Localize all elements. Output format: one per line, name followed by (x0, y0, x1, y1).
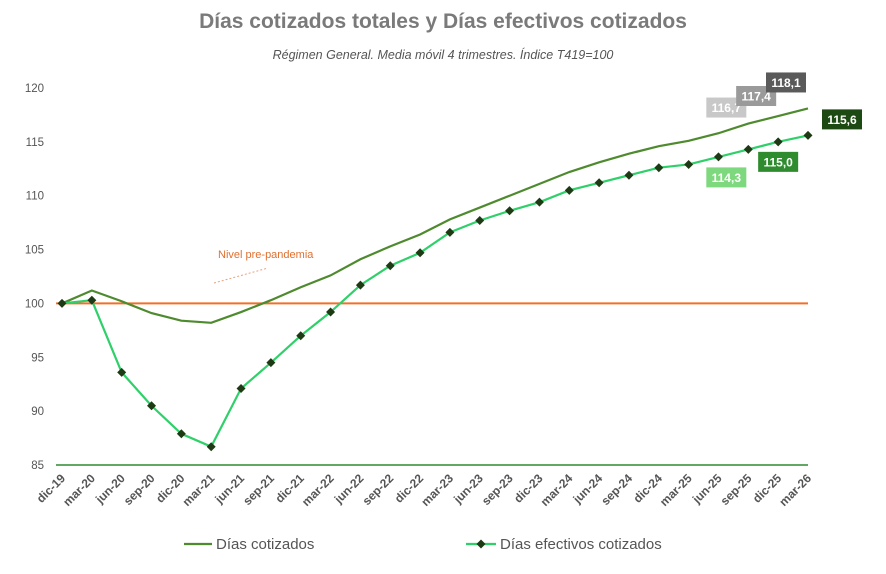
reference-line-label-pointer (213, 267, 269, 284)
data-label-box (822, 109, 862, 130)
y-tick-label: 115 (26, 137, 44, 149)
data-label-box (706, 167, 747, 188)
data-point-marker (147, 401, 157, 411)
x-tick-label: mar-24 (538, 471, 576, 509)
y-tick-label: 110 (26, 191, 44, 203)
data-point-marker (654, 163, 664, 173)
y-tick-label: 90 (31, 406, 44, 418)
data-label-box (766, 72, 806, 93)
series-group (57, 107, 813, 452)
x-tick-label: sep-20 (121, 471, 158, 508)
x-tick-label: sep-22 (360, 471, 397, 508)
x-tick-label: mar-26 (776, 471, 814, 509)
x-tick-label: mar-20 (60, 471, 98, 509)
data-label: 115,6 (827, 113, 857, 127)
reference-line-group: Nivel pre-pandemia (56, 249, 808, 305)
chart-title: Días cotizados totales y Días efectivos … (199, 10, 687, 33)
series-line-dias-efectivos (61, 134, 809, 449)
data-point-marker (445, 227, 455, 237)
legend-marker-diamond (476, 539, 486, 549)
y-tick-label: 105 (25, 245, 44, 257)
data-label: 118,1 (771, 76, 801, 90)
x-tick-label: jun-21 (212, 471, 248, 507)
x-tick-label: jun-25 (689, 471, 725, 507)
x-tick-label: jun-20 (92, 471, 128, 507)
y-tick-label: 100 (25, 298, 44, 310)
legend-label-dias-cotizados: Días cotizados (216, 536, 314, 553)
data-point-marker (713, 152, 723, 162)
data-point-marker (505, 206, 515, 216)
x-axis: dic-19mar-20jun-20sep-20dic-20mar-21jun-… (34, 471, 815, 509)
data-label: 114,3 (712, 171, 742, 185)
data-point-marker (773, 137, 783, 147)
data-label: 115,0 (763, 155, 793, 169)
y-tick-label: 95 (31, 352, 44, 364)
x-tick-label: sep-21 (240, 471, 277, 508)
data-point-marker (266, 358, 276, 368)
data-point-marker (355, 280, 365, 290)
data-point-marker (564, 185, 574, 195)
data-label: 117,4 (741, 90, 771, 104)
y-axis: 85 90 95 100 105 110 115 120 (25, 83, 808, 472)
x-tick-label: jun-22 (331, 471, 367, 507)
data-point-marker (206, 442, 216, 452)
data-point-marker (296, 331, 306, 341)
x-tick-label: mar-23 (418, 471, 456, 509)
x-tick-label: sep-25 (718, 471, 755, 508)
y-tick-label: 120 (25, 83, 44, 95)
data-point-marker (594, 178, 604, 188)
series-line-dias-cotizados (61, 107, 809, 324)
data-point-marker (87, 295, 97, 305)
x-tick-label: jun-24 (570, 471, 606, 507)
data-point-marker (57, 298, 67, 308)
reference-line-label: Nivel pre-pandemia (218, 249, 314, 261)
data-label: 116,7 (712, 101, 742, 115)
data-point-marker (475, 215, 485, 225)
x-tick-label: mar-22 (299, 471, 337, 509)
data-point-marker (176, 429, 186, 439)
data-point-marker (236, 384, 246, 394)
data-point-marker (743, 144, 753, 154)
x-tick-label: mar-21 (180, 471, 218, 509)
data-point-marker (803, 130, 813, 140)
x-tick-label: sep-23 (479, 471, 516, 508)
data-point-marker (534, 197, 544, 207)
data-point-marker (624, 170, 634, 180)
data-point-marker (326, 307, 336, 317)
legend-label-dias-efectivos: Días efectivos cotizados (500, 536, 662, 553)
x-tick-label: sep-24 (598, 471, 635, 508)
x-tick-label: jun-23 (450, 471, 486, 507)
data-point-marker (684, 159, 694, 169)
data-label-box (758, 151, 799, 172)
data-point-marker (415, 248, 425, 258)
data-point-marker (385, 261, 395, 271)
data-point-marker (117, 367, 127, 377)
y-tick-label: 85 (31, 460, 44, 472)
chart-subtitle: Régimen General. Media móvil 4 trimestre… (272, 48, 614, 62)
legend: Días cotizados Días efectivos cotizados (184, 536, 662, 553)
x-tick-label: mar-25 (657, 471, 695, 509)
